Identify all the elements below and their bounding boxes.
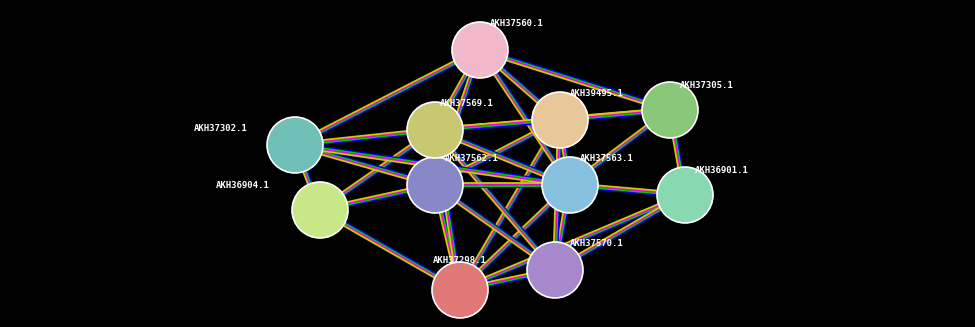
Text: AKH36904.1: AKH36904.1 [216,181,270,190]
Text: AKH37563.1: AKH37563.1 [580,154,634,163]
Circle shape [542,157,598,213]
Text: AKH36901.1: AKH36901.1 [695,166,749,175]
Text: AKH37305.1: AKH37305.1 [680,81,734,90]
Text: AKH37560.1: AKH37560.1 [490,19,544,28]
Circle shape [527,242,583,298]
Text: AKH37562.1: AKH37562.1 [445,154,499,163]
Circle shape [292,182,348,238]
Text: AKH37298.1: AKH37298.1 [433,256,487,265]
Circle shape [532,92,588,148]
Circle shape [407,102,463,158]
Text: AKH37302.1: AKH37302.1 [194,124,248,133]
Circle shape [657,167,713,223]
Circle shape [452,22,508,78]
Circle shape [432,262,488,318]
Circle shape [642,82,698,138]
Circle shape [267,117,323,173]
Text: AKH37569.1: AKH37569.1 [440,99,493,108]
Text: AKH37570.1: AKH37570.1 [570,239,624,248]
Circle shape [407,157,463,213]
Text: AKH39495.1: AKH39495.1 [570,89,624,98]
